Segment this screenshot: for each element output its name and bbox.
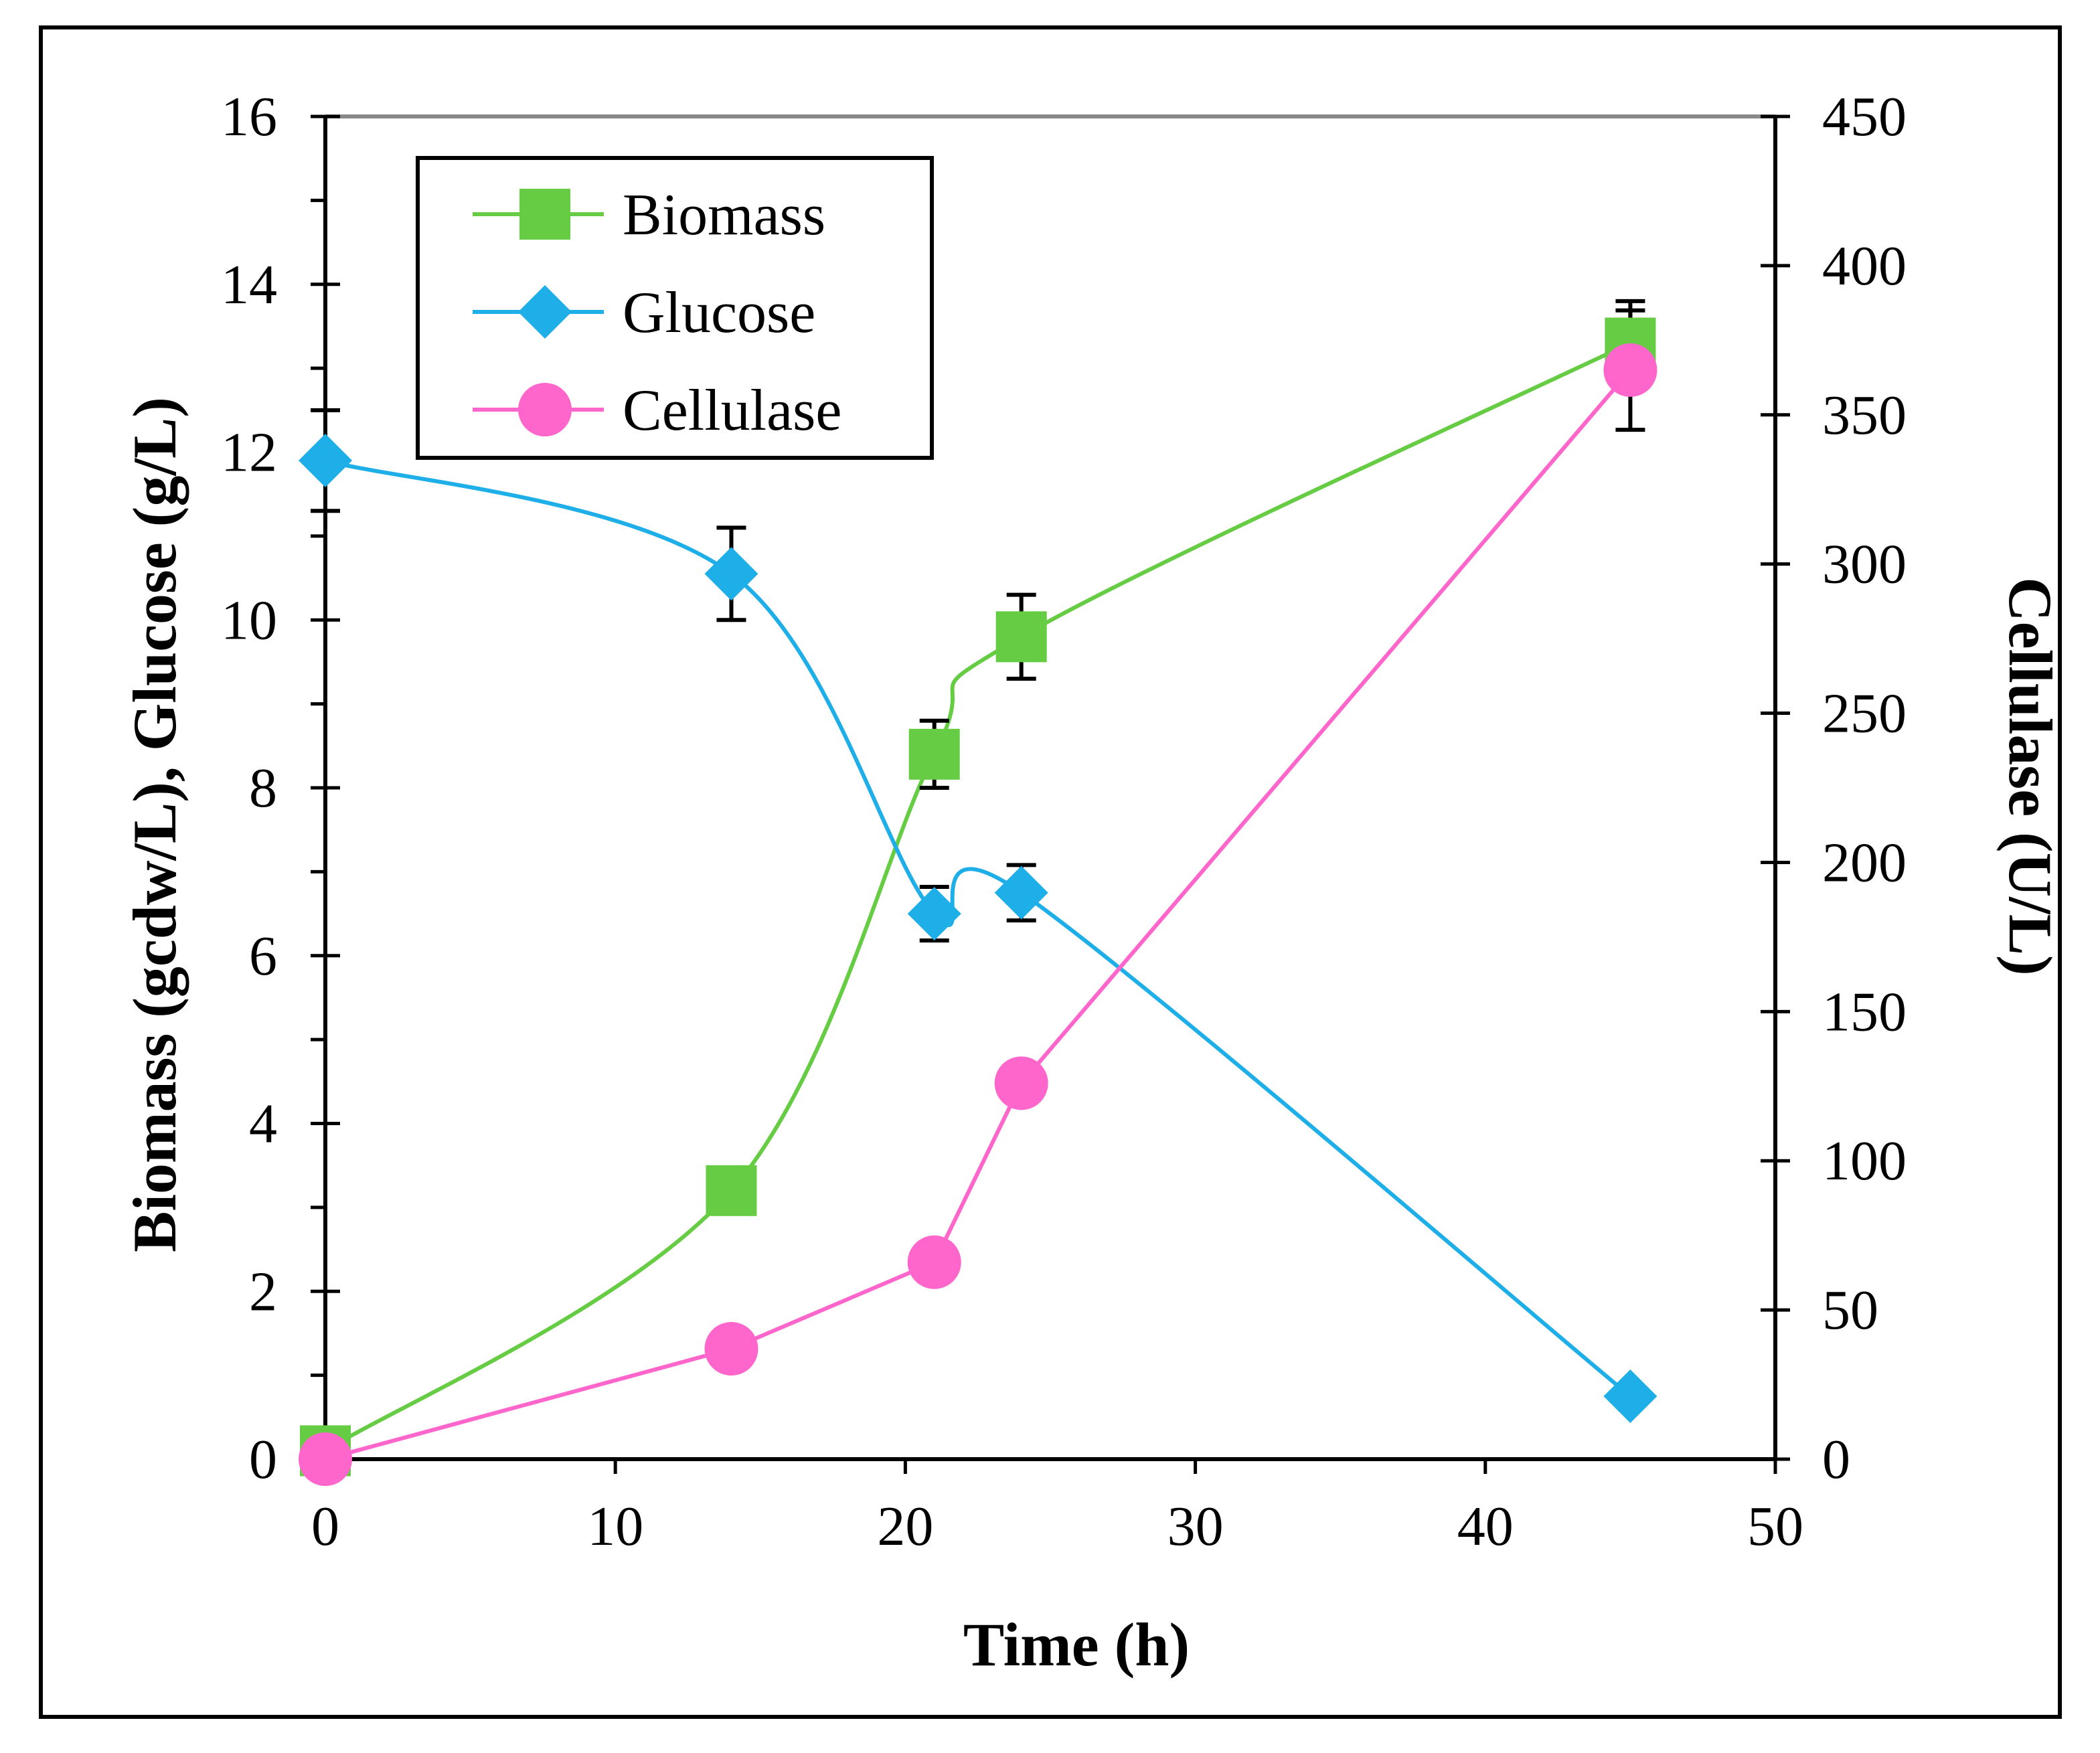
y2-tick-label: 300 — [1822, 533, 1907, 596]
x-tick-label: 20 — [877, 1495, 933, 1558]
cellulase-line — [325, 368, 1632, 1461]
x-tick-label: 0 — [311, 1495, 339, 1558]
y-tick-label: 0 — [249, 1428, 277, 1491]
x-axis-title: Time (h) — [963, 1610, 1190, 1679]
x-tick-label: 40 — [1457, 1495, 1514, 1558]
cellulase-point — [704, 1322, 758, 1376]
cellulase-markers — [299, 343, 1658, 1486]
legend: Biomass Glucose Cellulase — [416, 156, 934, 460]
y2-tick-label: 50 — [1822, 1279, 1878, 1341]
glucose-point — [907, 887, 961, 941]
x-tick-label: 50 — [1747, 1495, 1803, 1558]
axes: 0 10 20 30 40 50 0 2 4 6 8 10 12 14 16 0 50 100 150 200 250 3… — [221, 86, 1907, 1558]
glucose-point — [994, 865, 1048, 920]
y2-tick-label: 400 — [1822, 235, 1907, 297]
y-tick-label: 8 — [249, 757, 277, 819]
legend-marker-biomass — [519, 189, 570, 240]
y2-tick-label: 200 — [1822, 831, 1907, 894]
glucose-point — [299, 434, 352, 488]
legend-label-biomass: Biomass — [623, 183, 825, 248]
y2-tick-label: 350 — [1822, 384, 1907, 446]
y-axis-title: Biomass (gcdw/L), Glucose (g/L) — [120, 397, 189, 1252]
figure-frame — [39, 25, 2062, 1719]
biomass-line-group — [324, 341, 1631, 1452]
y2-tick-label: 150 — [1822, 981, 1907, 1043]
glucose-error-bars — [311, 408, 1036, 943]
legend-label-cellulase: Cellulase — [623, 378, 841, 443]
y2-tick-label: 0 — [1822, 1428, 1850, 1491]
glucose-markers — [299, 434, 1658, 1423]
biomass-point — [908, 728, 960, 780]
cellulase-point — [1603, 343, 1658, 397]
y-tick-label: 12 — [221, 422, 277, 484]
legend-label-glucose: Glucose — [623, 280, 815, 345]
y-tick-label: 10 — [221, 589, 277, 651]
y-tick-label: 6 — [249, 925, 277, 987]
y2-axis-title: Cellulase (U/L) — [1996, 577, 2065, 975]
y-tick-label: 4 — [249, 1093, 277, 1155]
cellulase-point — [299, 1432, 352, 1486]
biomass-point — [706, 1165, 757, 1216]
biomass-line — [324, 341, 1631, 1452]
y-tick-label: 14 — [221, 254, 277, 316]
x-tick-label: 10 — [587, 1495, 643, 1558]
y2-tick-label: 100 — [1822, 1130, 1907, 1192]
series-layer — [299, 299, 1658, 1486]
glucose-point — [704, 547, 758, 601]
y2-tick-label: 250 — [1822, 683, 1907, 745]
glucose-point — [1603, 1369, 1658, 1423]
biomass-point — [995, 611, 1047, 663]
x-tick-label: 30 — [1167, 1495, 1224, 1558]
biomass-error-bars — [919, 299, 1645, 790]
y-tick-label: 2 — [249, 1260, 277, 1323]
cellulase-point — [994, 1056, 1048, 1110]
legend-marker-cellulase — [518, 383, 572, 436]
cellulase-point — [907, 1235, 961, 1289]
y-tick-label: 16 — [221, 86, 277, 148]
y2-tick-label: 450 — [1822, 86, 1907, 148]
cellulase-line-group — [325, 368, 1632, 1461]
legend-marker-glucose — [518, 285, 572, 339]
